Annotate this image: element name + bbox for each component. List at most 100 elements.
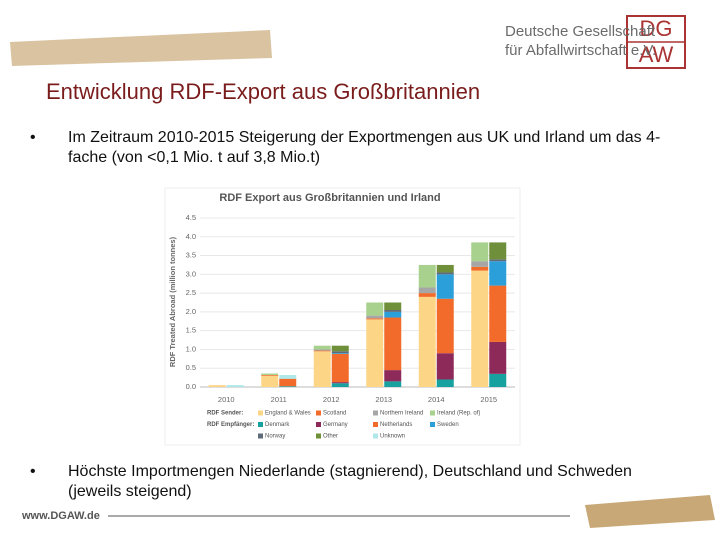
bar-segment [418,293,436,297]
bar-segment [279,374,297,379]
bar-segment [279,386,297,387]
y-tick-label: 0.5 [186,363,196,372]
y-tick-label: 1.0 [186,344,196,353]
x-tick-label: 2015 [480,395,497,404]
bar-segment [261,373,279,375]
bar-segment [313,351,331,387]
logo-text: Deutsche Gesellschaft für Abfallwirtschaf… [505,22,656,60]
legend-label: Norway [265,434,285,440]
decor-cardboard [585,495,715,528]
bar-segment [489,259,507,262]
bar-segment [489,261,507,286]
legend-swatch [373,410,378,416]
bar-segment [261,375,279,387]
legend-label: Netherlands [380,422,412,428]
legend-swatch [430,422,435,427]
legend-label: Germany [323,422,348,428]
y-tick-label: 3.5 [186,251,196,260]
bar-segment [384,302,402,311]
legend-swatch [373,433,378,439]
legend-swatch [316,410,321,416]
y-tick-label: 3.0 [186,269,196,278]
x-tick-label: 2012 [323,395,340,404]
y-tick-label: 4.5 [186,213,196,222]
y-tick-label: 2.0 [186,307,196,316]
y-tick-label: 2.5 [186,288,196,297]
bar-segment [366,302,384,316]
bar-segment [384,381,402,387]
bullet: Höchste Importmengen Niederlande (stagni… [30,462,668,502]
bullet: Im Zeitraum 2010-2015 Steigerung der Exp… [30,128,668,168]
legend-label: Scotland [323,411,346,417]
bar-segment [313,349,331,351]
legend-label: Ireland (Rep. of) [437,411,480,417]
x-tick-label: 2010 [218,395,235,404]
bar-segment [418,296,436,387]
legend-swatch [316,433,321,439]
footer: www.DGAW.de [21,510,100,522]
bar-segment [471,270,489,387]
bar-segment [331,382,349,384]
bar-segment [313,345,331,350]
legend-swatch [373,422,378,427]
bar-segment [331,353,349,383]
logo-line: für Abfallwirtschaft e.V. [505,42,657,59]
bar-segment [331,345,349,352]
bar-segment [313,350,331,352]
bar-segment [436,298,454,354]
bar-segment [261,374,279,376]
legend-label: Denmark [265,422,290,428]
bar-segment [384,370,402,382]
bar-segment [384,310,402,312]
legend-swatch [258,422,263,427]
bar-segment [436,272,454,275]
legend-label: Other [323,434,338,440]
bar-segment [471,242,489,262]
logo-line: Deutsche Gesellschaft [505,23,656,40]
bar-segment [436,353,454,380]
bar-segment [384,317,402,371]
bar-segment [489,242,507,260]
bar-segment [226,385,244,387]
legend-swatch [258,433,263,439]
legend-swatch [316,422,321,427]
bar-segment [366,319,384,387]
bar-segment [471,266,489,271]
y-tick-label: 4.0 [186,232,196,241]
bar-segment [418,287,436,294]
y-axis-label: RDF Treated Abroad (million tonnes) [168,236,177,367]
chart-frame [164,187,521,446]
bar-segment [471,261,489,267]
bar-segment [208,385,226,387]
logo-mark: DG [640,16,673,41]
legend-swatch [430,410,435,416]
bar-segment [366,315,384,319]
bar-segment [331,353,349,354]
decor-cardboard [10,30,272,66]
bar-segment [279,378,297,387]
bar-segment [366,318,384,320]
bar-segment [436,264,454,273]
bar-segment [418,264,436,288]
x-tick-label: 2014 [428,395,445,404]
legend-label: England & Wales [265,411,311,417]
bar-segment [331,383,349,387]
legend-swatch [258,410,263,416]
legend-label: Unknown [380,434,405,440]
bar-segment [384,311,402,318]
bar-segment [436,274,454,299]
chart-title: RDF Export aus Großbritannien und Irland [219,192,440,204]
logo-mark: AW [639,42,674,67]
bar-segment [331,351,349,354]
x-tick-label: 2011 [271,395,287,404]
bar-segment [489,341,507,374]
legend-group-label: RDF Empfänger: [207,422,254,428]
y-tick-label: 0.0 [186,382,196,391]
bar-segment [489,373,507,387]
slide-title: Entwicklung RDF-Export aus Großbritannie… [46,79,481,104]
y-tick-label: 1.5 [186,326,196,335]
legend-group-label: RDF Sender: [207,411,243,417]
x-tick-label: 2013 [375,395,392,404]
